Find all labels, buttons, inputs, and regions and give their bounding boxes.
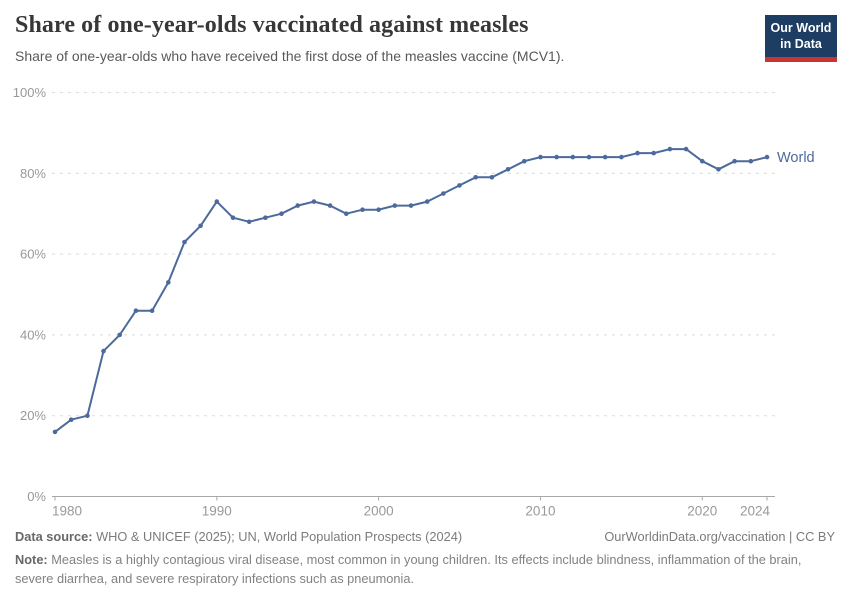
data-point[interactable] — [667, 146, 673, 152]
x-axis-tick-label: 1990 — [202, 504, 232, 519]
chart-note: Note: Measles is a highly contagious vir… — [15, 550, 835, 588]
data-point[interactable] — [133, 308, 139, 314]
data-source-label: Data source: — [15, 529, 93, 544]
data-point[interactable] — [457, 183, 462, 188]
data-point[interactable] — [327, 203, 333, 208]
data-point[interactable] — [554, 154, 559, 160]
owid-logo-line1: Our World — [770, 21, 832, 35]
y-axis-tick-label: 80% — [20, 166, 46, 181]
x-axis-tick-label: 1980 — [52, 504, 82, 519]
y-axis-tick-label: 40% — [20, 327, 46, 342]
data-point[interactable] — [149, 308, 155, 314]
x-axis-tick-label: 2024 — [740, 504, 771, 519]
data-point[interactable] — [52, 429, 58, 435]
data-point[interactable] — [279, 211, 284, 216]
data-point[interactable] — [392, 203, 398, 208]
data-point[interactable] — [408, 203, 414, 208]
data-point[interactable] — [748, 158, 754, 164]
data-point[interactable] — [489, 175, 495, 180]
owid-logo-line2: in Data — [780, 37, 822, 52]
series-world[interactable]: World — [52, 146, 815, 435]
data-point[interactable] — [619, 154, 624, 160]
data-point[interactable] — [311, 199, 317, 204]
data-point[interactable] — [214, 199, 220, 204]
data-point[interactable] — [166, 280, 171, 285]
chart-header: Share of one-year-olds vaccinated agains… — [15, 12, 750, 64]
data-point[interactable] — [295, 203, 301, 208]
series-line[interactable] — [54, 148, 768, 433]
data-point[interactable] — [85, 413, 90, 419]
y-axis-tick-label: 60% — [20, 247, 46, 262]
data-point[interactable] — [263, 215, 268, 220]
data-point[interactable] — [376, 207, 381, 212]
x-axis-tick-label: 2000 — [364, 504, 394, 519]
owid-license-link[interactable]: OurWorldinData.org/vaccination | CC BY — [604, 529, 835, 544]
data-point[interactable] — [101, 348, 106, 354]
data-point[interactable] — [344, 211, 349, 216]
data-point[interactable] — [586, 154, 592, 160]
data-point[interactable] — [522, 158, 527, 164]
x-axis-tick-label: 2020 — [687, 504, 717, 519]
x-axis-tick-label: 2010 — [525, 504, 555, 519]
data-point[interactable] — [732, 158, 737, 164]
data-point[interactable] — [538, 154, 543, 160]
y-axis-tick-label: 20% — [20, 408, 46, 423]
note-label: Note: — [15, 552, 48, 567]
data-point[interactable] — [441, 191, 446, 196]
data-source: Data source: WHO & UNICEF (2025); UN, Wo… — [15, 529, 462, 544]
data-point[interactable] — [700, 158, 705, 164]
data-point[interactable] — [182, 239, 187, 245]
data-point[interactable] — [117, 332, 122, 338]
data-point[interactable] — [764, 154, 770, 160]
data-point[interactable] — [360, 207, 365, 212]
data-point[interactable] — [505, 167, 511, 172]
page-title: Share of one-year-olds vaccinated agains… — [15, 12, 529, 38]
chart-subtitle: Share of one-year-olds who have received… — [15, 48, 565, 64]
data-source-text: WHO & UNICEF (2025); UN, World Populatio… — [92, 529, 463, 544]
data-point[interactable] — [246, 219, 252, 225]
data-point[interactable] — [635, 150, 640, 156]
owid-logo: Our World in Data — [765, 15, 837, 62]
data-point[interactable] — [716, 167, 721, 172]
y-axis-tick-label: 0% — [27, 489, 46, 504]
data-point[interactable] — [230, 215, 236, 220]
data-point[interactable] — [198, 223, 203, 229]
data-point[interactable] — [424, 199, 430, 204]
chart-footer: Data source: WHO & UNICEF (2025); UN, Wo… — [15, 529, 835, 588]
data-point[interactable] — [651, 150, 656, 156]
series-label[interactable]: World — [777, 150, 815, 166]
data-point[interactable] — [68, 417, 74, 423]
data-point[interactable] — [683, 146, 689, 152]
note-text: Measles is a highly contagious viral dis… — [15, 552, 802, 587]
data-point[interactable] — [473, 175, 479, 180]
data-point[interactable] — [570, 154, 576, 160]
data-point[interactable] — [602, 154, 608, 160]
y-axis-tick-label: 100% — [13, 85, 47, 100]
